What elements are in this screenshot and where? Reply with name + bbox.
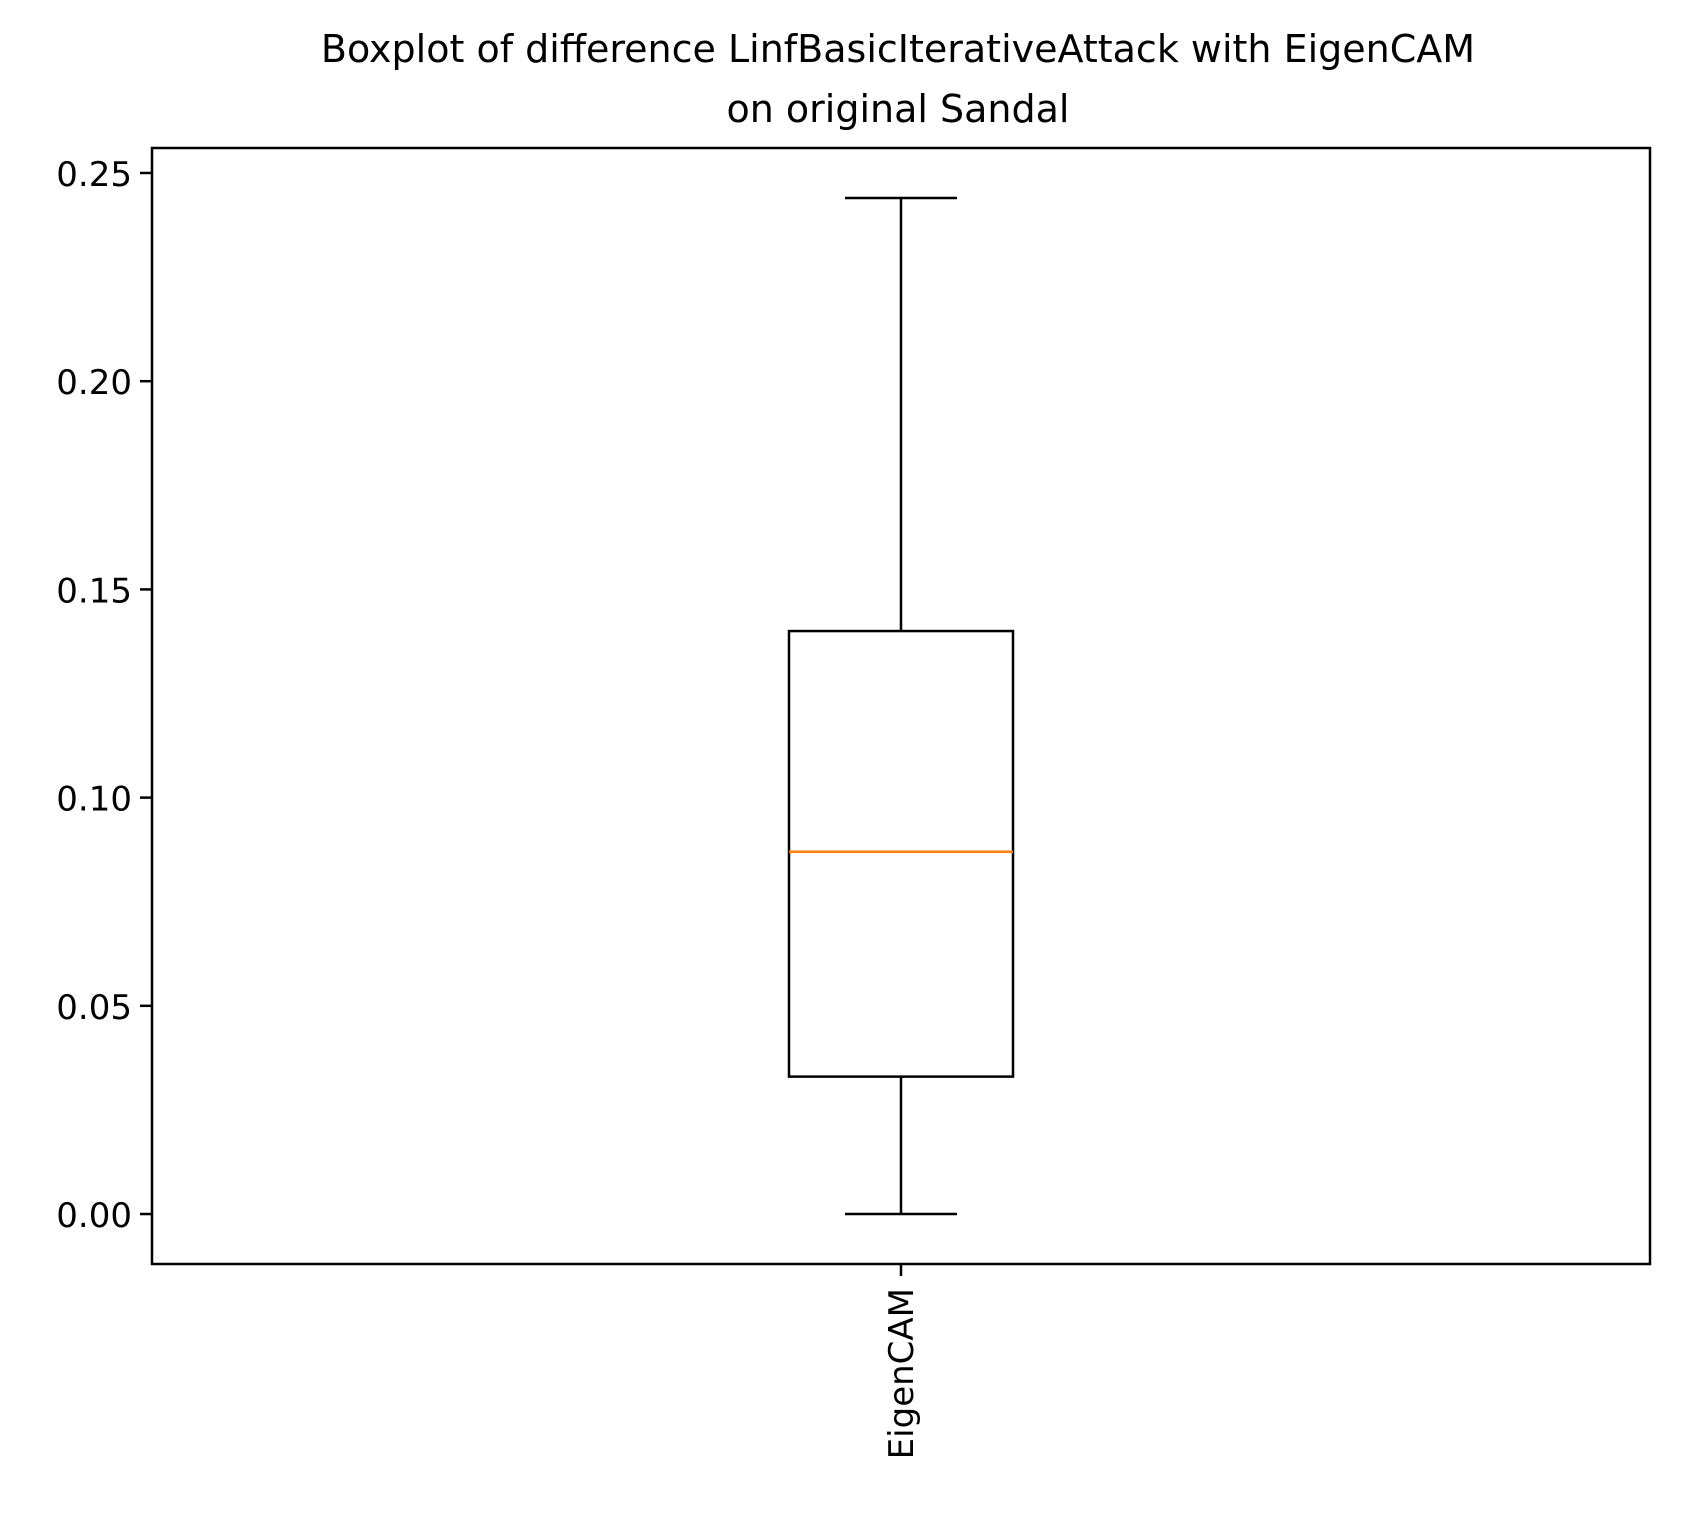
y-tick-label: 0.25 — [56, 155, 132, 195]
y-tick-label: 0.20 — [56, 363, 132, 403]
x-tick-label: EigenCAM — [882, 1288, 922, 1459]
y-tick-label: 0.00 — [56, 1196, 132, 1236]
y-tick-label: 0.15 — [56, 571, 132, 611]
y-tick-label: 0.10 — [56, 780, 132, 820]
iqr-box — [787, 629, 1015, 1078]
chart-title-line-1: Boxplot of difference LinfBasicIterative… — [321, 27, 1475, 71]
chart-title-line-2: on original Sandal — [727, 87, 1070, 131]
plot-area: 0.00 0.05 0.10 0.15 0.20 0.25 EigenCAM — [56, 146, 1652, 1459]
y-tick-label: 0.05 — [56, 988, 132, 1028]
